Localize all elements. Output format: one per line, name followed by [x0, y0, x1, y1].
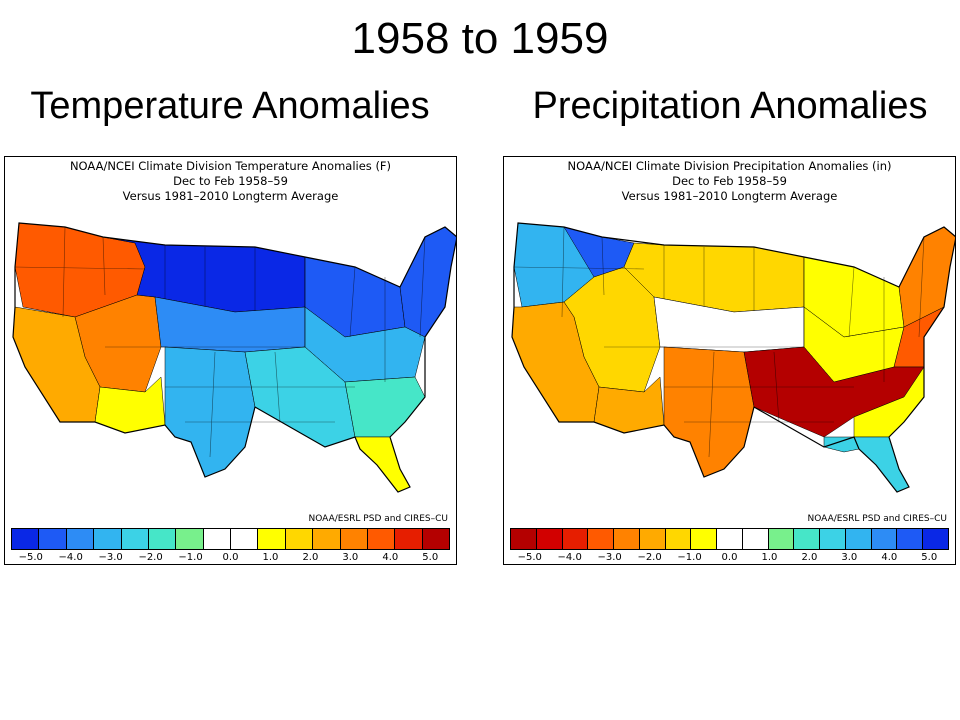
- temperature-colorbar-swatch: [285, 529, 314, 549]
- precipitation-map-title: NOAA/NCEI Climate Division Precipitation…: [567, 159, 892, 173]
- precipitation-colorbar-tick-label: 5.0: [921, 552, 938, 563]
- temperature-map-credit: NOAA/ESRL PSD and CIRES–CU: [308, 514, 448, 524]
- precipitation-subtitle: Precipitation Anomalies: [532, 85, 928, 127]
- precipitation-colorbar-tick-label: −5.0: [517, 552, 542, 563]
- precipitation-colorbar-swatch: [691, 529, 718, 549]
- precipitation-regions: [511, 222, 955, 493]
- temperature-us-outline: [12, 222, 456, 493]
- precipitation-colorbar-swatch: [742, 529, 769, 549]
- temperature-map-title: NOAA/NCEI Climate Division Temperature A…: [69, 159, 392, 173]
- precipitation-colorbar-tick-label: −2.0: [637, 552, 662, 563]
- precipitation-colorbar-swatch: [562, 529, 589, 549]
- region-northeast: [898, 226, 955, 328]
- precipitation-colorbar-swatch: [639, 529, 666, 549]
- precipitation-colorbar-swatch: [820, 529, 846, 549]
- precipitation-colorbar-tick-label: −3.0: [597, 552, 622, 563]
- precipitation-colorbar-ticks: −5.0 −4.0 −3.0 −2.0 −1.0 0.0 1.0 2.0 3.0 4.0 5.0: [510, 552, 949, 564]
- precipitation-colorbar-swatch: [897, 529, 924, 549]
- temperature-division-lines: [14, 226, 426, 458]
- temperature-colorbar-tick-label: −1.0: [178, 552, 203, 563]
- precipitation-map-credit: NOAA/ESRL PSD and CIRES–CU: [807, 514, 947, 524]
- region-northeast: [399, 226, 456, 338]
- precipitation-colorbar-swatch: [588, 529, 615, 549]
- precipitation-colorbar-tick-label: 1.0: [761, 552, 778, 563]
- precipitation-colorbar-swatch: [511, 529, 537, 549]
- temperature-anomaly-map-panel: NOAA/NCEI Climate Division Temperature A…: [4, 156, 457, 565]
- region-southeast: [344, 376, 426, 438]
- temperature-colorbar-tick-label: −2.0: [138, 552, 163, 563]
- precipitation-us-outline: [511, 222, 955, 493]
- precipitation-colorbar-swatch: [768, 529, 795, 549]
- precipitation-map-baseline: Versus 1981–2010 Longterm Average: [621, 189, 838, 203]
- precipitation-colorbar-tick-label: −4.0: [557, 552, 582, 563]
- temperature-colorbar-tick-label: −4.0: [58, 552, 83, 563]
- region-florida: [354, 436, 411, 493]
- temperature-colorbar-swatch: [176, 529, 204, 549]
- temperature-colorbar-swatch: [12, 529, 40, 549]
- temperature-colorbar-swatch: [340, 529, 368, 549]
- temperature-colorbar-swatch: [313, 529, 341, 549]
- temperature-colorbar-swatch: [367, 529, 396, 549]
- temperature-colorbar-tick-label: 4.0: [382, 552, 399, 563]
- precipitation-colorbar-tick-label: 4.0: [881, 552, 898, 563]
- precipitation-colorbar-tick-label: 0.0: [721, 552, 738, 563]
- temperature-subtitle: Temperature Anomalies: [30, 85, 430, 127]
- temperature-colorbar-swatch: [203, 529, 231, 549]
- precipitation-colorbar-swatch: [871, 529, 898, 549]
- temperature-colorbar-swatch: [395, 529, 423, 549]
- precipitation-colorbar-swatch: [614, 529, 640, 549]
- region-texas: [663, 346, 755, 478]
- temperature-colorbar-tick-label: 0.0: [222, 552, 239, 563]
- temperature-us-map: [12, 222, 456, 493]
- temperature-colorbar-tick-label: 3.0: [342, 552, 359, 563]
- precipitation-us-map: [511, 222, 955, 493]
- precipitation-colorbar-tick-label: 2.0: [801, 552, 818, 563]
- precipitation-colorbar-swatch: [845, 529, 872, 549]
- precipitation-colorbar-tick-label: −1.0: [677, 552, 702, 563]
- precipitation-colorbar-swatch: [717, 529, 743, 549]
- precipitation-colorbar-swatch: [536, 529, 563, 549]
- precipitation-colorbar: [510, 528, 949, 550]
- precipitation-colorbar-swatch: [794, 529, 821, 549]
- temperature-map-period: Dec to Feb 1958–59: [173, 174, 288, 188]
- temperature-regions: [12, 222, 456, 493]
- precipitation-colorbar-tick-label: 3.0: [841, 552, 858, 563]
- temperature-colorbar-swatch: [66, 529, 95, 549]
- temperature-colorbar-swatch: [148, 529, 177, 549]
- temperature-colorbar-tick-label: 5.0: [422, 552, 439, 563]
- temperature-colorbar-swatch: [258, 529, 286, 549]
- precipitation-colorbar-swatch: [923, 529, 949, 549]
- region-florida: [823, 436, 910, 493]
- temperature-colorbar-tick-label: 1.0: [262, 552, 279, 563]
- temperature-colorbar-swatch: [94, 529, 122, 549]
- temperature-colorbar-tick-label: 2.0: [302, 552, 319, 563]
- temperature-colorbar-swatch: [422, 529, 449, 549]
- slide-title: 1958 to 1959: [351, 14, 609, 63]
- temperature-colorbar-swatch: [39, 529, 67, 549]
- temperature-colorbar-swatch: [231, 529, 259, 549]
- temperature-colorbar: [11, 528, 450, 550]
- temperature-colorbar-swatch: [121, 529, 149, 549]
- precipitation-anomaly-map-panel: NOAA/NCEI Climate Division Precipitation…: [503, 156, 956, 565]
- precipitation-division-lines: [513, 226, 925, 458]
- temperature-colorbar-tick-label: −5.0: [18, 552, 43, 563]
- precipitation-colorbar-swatch: [665, 529, 692, 549]
- temperature-colorbar-tick-label: −3.0: [98, 552, 123, 563]
- temperature-map-baseline: Versus 1981–2010 Longterm Average: [122, 189, 339, 203]
- temperature-colorbar-ticks: −5.0 −4.0 −3.0 −2.0 −1.0 0.0 1.0 2.0 3.0 4.0 5.0: [11, 552, 450, 564]
- precipitation-map-period: Dec to Feb 1958–59: [672, 174, 787, 188]
- region-texas: [164, 346, 256, 478]
